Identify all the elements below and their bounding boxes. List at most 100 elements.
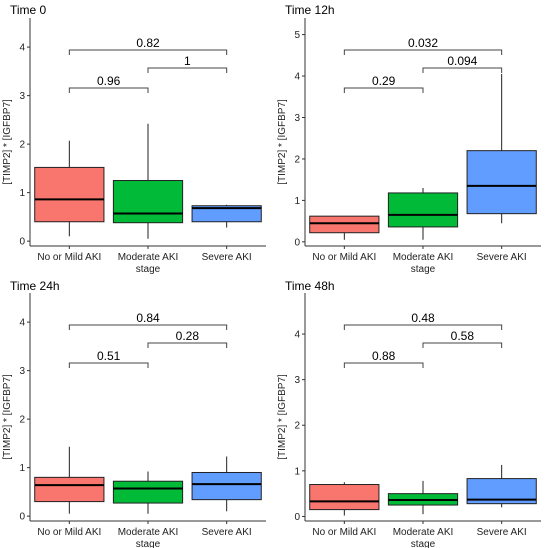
x-tick-label: Moderate AKI stage [118,527,179,548]
iqr-box [112,480,184,504]
box-1 [34,446,105,514]
iqr-box [309,484,380,511]
y-tick-label: 0 [19,237,25,248]
comparison-bracket: 0.48 [343,311,503,330]
p-value-label: 0.28 [176,329,200,343]
iqr-box [112,180,184,224]
panel-4: Time 48h [TIMP2] * [IGFBP7] 0 1 2 3 4 No or Mil… [277,279,541,548]
iqr-box [191,471,262,501]
comparison-bracket: 0.28 [147,329,228,348]
x-tick-label: No or Mild AKI [312,252,376,263]
x-tick-label: No or Mild AKI [37,252,101,263]
bracket-line [147,67,228,73]
comparison-bracket: 0.96 [68,74,149,93]
bracket-line [422,342,503,348]
iqr-box [387,192,459,228]
comparison-bracket: 0.29 [343,74,424,93]
p-value-label: 0.82 [136,36,160,50]
p-value-label: 0.48 [411,311,435,325]
box-3 [466,464,537,508]
panel-3: Time 24h [TIMP2] * [IGFBP7] 0 1 2 3 4 No or Mil… [2,279,266,548]
y-tick-label: 1 [294,196,300,207]
y-tick-label: 1 [19,463,25,474]
x-tick-label: Severe AKI [477,527,527,538]
bracket-line [68,87,149,93]
x-tick-label: Severe AKI [202,527,252,538]
bracket-line [68,362,149,368]
iqr-box [466,150,537,215]
y-tick-label: 2 [294,421,300,432]
box-2 [387,187,459,240]
y-tick-label: 1 [19,188,25,199]
bracket-line [147,342,228,348]
y-tick-label: 5 [294,30,300,41]
p-value-label: 0.88 [372,349,396,363]
y-tick-label: 0 [19,512,25,523]
y-axis-label: [TIMP2] * [IGFBP7] [2,374,13,460]
bracket-line [343,324,503,330]
panel-title: Time 48h [285,279,335,293]
y-tick-label: 4 [294,72,300,83]
p-value-label: 0.58 [451,329,475,343]
y-tick-label: 4 [294,330,300,341]
x-tick-label: Severe AKI [202,252,252,263]
y-axis-label: [TIMP2] * [IGFBP7] [277,99,288,185]
y-tick-label: 0 [294,512,300,523]
y-tick-label: 2 [294,154,300,165]
comparison-bracket: 0.51 [68,349,149,368]
y-tick-label: 4 [19,43,25,54]
box-3 [466,73,537,224]
box-2 [387,480,459,515]
comparison-bracket: 0.84 [68,311,228,330]
y-axis-label: [TIMP2] * [IGFBP7] [2,99,13,185]
p-value-label: 0.29 [372,74,396,88]
p-value-label: 0.96 [97,74,121,88]
p-value-label: 0.094 [447,54,477,68]
bracket-line [343,49,503,55]
box-3 [191,456,262,512]
box-1 [309,215,380,240]
iqr-box [34,476,105,503]
p-value-label: 0.51 [97,349,121,363]
iqr-box [34,166,105,223]
y-tick-label: 3 [294,375,300,386]
comparison-bracket: 1 [147,54,228,73]
box-2 [112,123,184,239]
x-tick-label: Severe AKI [477,252,527,263]
panel-title: Time 24h [10,279,60,293]
y-tick-label: 2 [19,415,25,426]
y-tick-label: 4 [19,318,25,329]
box-2 [112,471,184,514]
x-tick-label: Moderate AKI stage [118,252,179,275]
x-tick-label: Moderate AKI stage [393,527,454,548]
comparison-bracket: 0.094 [422,54,503,73]
box-3 [191,204,262,228]
box-1 [34,140,105,237]
panel-title: Time 12h [285,3,335,17]
comparison-bracket: 0.82 [68,36,228,55]
x-tick-label: No or Mild AKI [37,527,101,538]
p-value-label: 0.032 [408,36,438,50]
y-tick-label: 0 [294,237,300,248]
comparison-bracket: 0.032 [343,36,503,55]
y-tick-label: 3 [294,113,300,124]
y-tick-label: 2 [19,140,25,151]
p-value-label: 1 [184,54,191,68]
x-tick-label: Moderate AKI stage [393,252,454,275]
iqr-box [309,215,380,234]
bracket-line [68,49,228,55]
box-1 [309,482,380,516]
y-axis-label: [TIMP2] * [IGFBP7] [277,374,288,460]
comparison-bracket: 0.58 [422,329,503,348]
panel-title: Time 0 [10,3,47,17]
x-tick-label: No or Mild AKI [312,527,376,538]
bracket-line [422,67,503,73]
y-tick-label: 3 [19,366,25,377]
bracket-line [343,362,424,368]
bracket-line [343,87,424,93]
bracket-line [68,324,228,330]
comparison-bracket: 0.88 [343,349,424,368]
y-tick-label: 3 [19,91,25,102]
p-value-label: 0.84 [136,311,160,325]
